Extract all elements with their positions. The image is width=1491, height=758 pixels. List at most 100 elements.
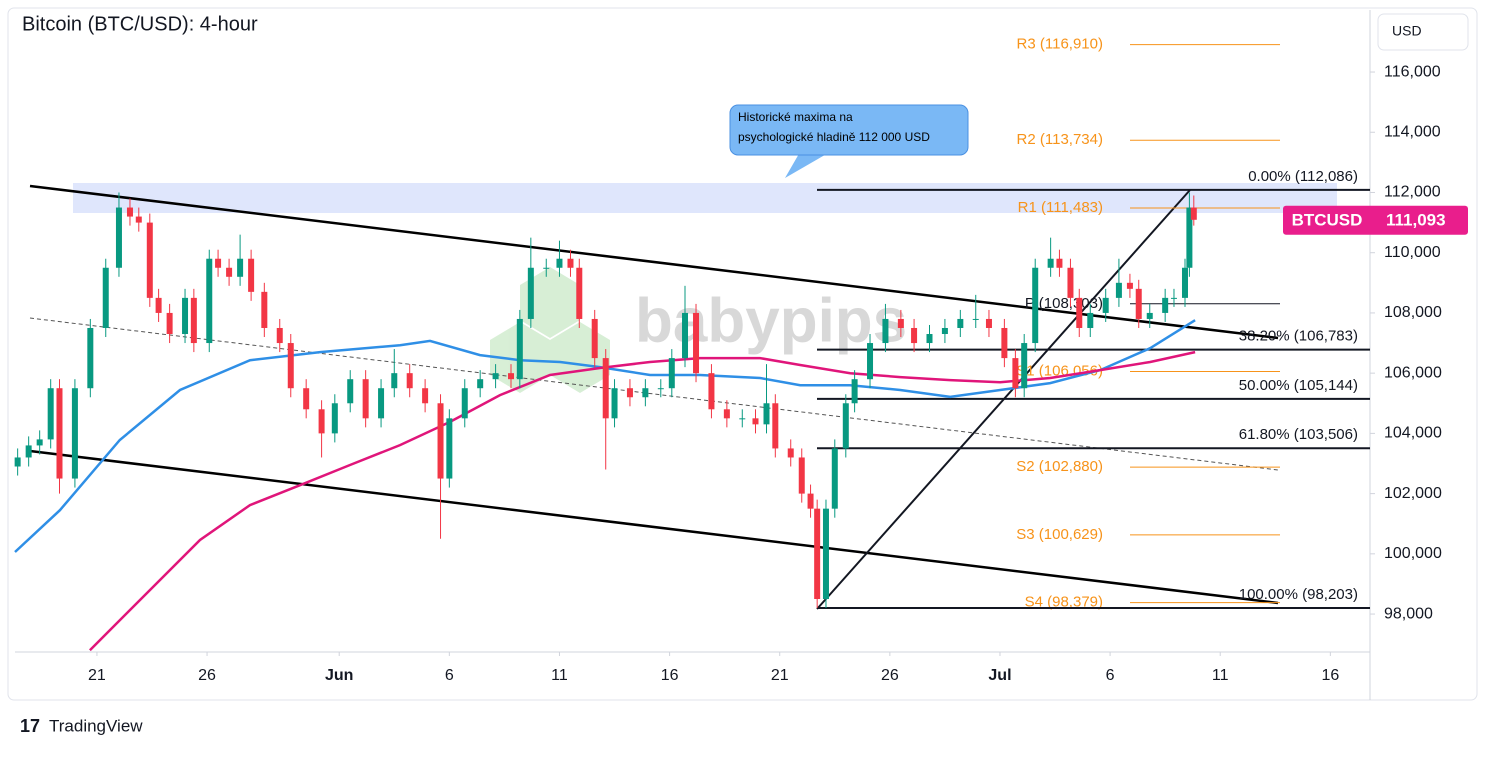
candle-body <box>115 207 122 268</box>
candle-body <box>752 418 759 425</box>
candle-body <box>461 388 468 419</box>
background-layer: babypips Historické maxima na psychologi… <box>29 104 1337 610</box>
candle-body <box>276 327 283 344</box>
candle-body <box>347 379 354 404</box>
candle-body <box>739 418 746 420</box>
candle-body <box>1126 282 1133 289</box>
y-tick-label: 112,000 <box>1384 184 1441 201</box>
candle-body <box>693 312 700 374</box>
candle-body <box>146 222 153 298</box>
candle-body <box>1001 327 1008 359</box>
candle-body <box>56 388 63 479</box>
candle-body <box>318 409 325 434</box>
candle-body <box>446 418 453 479</box>
candle-body <box>787 448 794 458</box>
candle-body <box>1021 343 1028 389</box>
candle-body <box>1102 297 1109 313</box>
watermark-logo <box>490 267 610 393</box>
candle-body <box>87 327 94 389</box>
currency-label[interactable]: USD <box>1392 23 1422 39</box>
fib-label: 0.00% (112,086) <box>1248 168 1358 185</box>
x-tick-label: 16 <box>1321 667 1339 684</box>
candle-body <box>331 403 338 434</box>
candle-body <box>657 388 664 390</box>
candle-body <box>1087 312 1094 328</box>
candle-body <box>378 388 385 419</box>
x-tick-label: 11 <box>551 667 568 684</box>
candle-body <box>1067 267 1074 298</box>
candle-body <box>851 379 858 404</box>
pivot-label: S3 (100,629) <box>1016 526 1103 543</box>
candle-body <box>807 493 814 509</box>
candle-body <box>182 297 189 335</box>
pivot-label: S4 (98,379) <box>1025 594 1103 611</box>
candle-body <box>1162 297 1169 313</box>
pivot-label: R2 (113,734) <box>1017 131 1103 148</box>
candle-body <box>1012 358 1019 389</box>
fib-label: 38.20% (106,783) <box>1239 328 1358 345</box>
price-tag-value: 111,093 <box>1386 210 1446 229</box>
candle-body <box>215 258 222 268</box>
candle-body <box>798 457 805 494</box>
candle-body <box>303 388 310 410</box>
chart-title: Bitcoin (BTC/USD): 4-hour <box>22 13 258 35</box>
candle-body <box>102 267 109 328</box>
x-tick-label: 26 <box>198 667 216 684</box>
candle-body <box>362 379 369 419</box>
candle-body <box>406 373 413 389</box>
candle-body <box>14 457 21 467</box>
candle-body <box>867 343 874 380</box>
fib-label: 61.80% (103,506) <box>1239 426 1358 443</box>
candle-body <box>1170 297 1177 299</box>
candle-body <box>543 267 550 269</box>
footer-logo: 17 <box>20 716 40 736</box>
fib-label: 100.00% (98,203) <box>1239 586 1358 603</box>
currency-button[interactable] <box>1377 13 1469 51</box>
y-tick-label: 102,000 <box>1384 485 1442 502</box>
x-tick-label: Jul <box>988 667 1011 684</box>
x-tick-label: Jun <box>325 667 353 684</box>
candle-body <box>1146 312 1153 319</box>
candle-body <box>763 403 770 425</box>
x-tick-label: 6 <box>1106 667 1115 684</box>
candle-body <box>957 318 964 328</box>
channel-lower <box>29 449 1279 605</box>
y-tick-label: 114,000 <box>1384 123 1441 140</box>
candle-body <box>492 373 499 380</box>
y-tick-label: 110,000 <box>1384 244 1441 261</box>
candle-body <box>972 318 979 320</box>
candle-body <box>897 318 904 328</box>
candle-body <box>1032 267 1039 344</box>
candle-body <box>602 358 609 419</box>
candle-body <box>708 373 715 410</box>
candle-body <box>567 258 574 268</box>
candle-body <box>941 327 948 335</box>
candle-body <box>576 267 583 319</box>
candle-body <box>642 388 649 398</box>
callout-text: Historické maxima na <box>738 110 853 124</box>
candle-body <box>842 403 849 449</box>
candle-body <box>1076 297 1083 328</box>
candle-body <box>556 258 563 268</box>
candle-body <box>668 358 675 389</box>
candle-body <box>1056 258 1063 268</box>
x-tick-label: 11 <box>1212 667 1229 684</box>
candle-body <box>248 258 255 292</box>
candle-body <box>477 379 484 389</box>
candle-body <box>985 318 992 328</box>
candle-body <box>422 388 429 404</box>
candle-body <box>47 388 54 440</box>
y-tick-label: 104,000 <box>1384 425 1442 442</box>
candle-body <box>822 508 829 600</box>
candle-body <box>135 216 142 223</box>
y-tick-label: 108,000 <box>1384 304 1442 321</box>
candle-body <box>516 318 523 380</box>
candle-body <box>1186 207 1193 268</box>
moving-average <box>14 319 1196 553</box>
candle-body <box>190 297 197 344</box>
price-tag-symbol: BTCUSD <box>1292 210 1363 229</box>
candle-body <box>611 388 618 419</box>
candle-body <box>723 409 730 419</box>
